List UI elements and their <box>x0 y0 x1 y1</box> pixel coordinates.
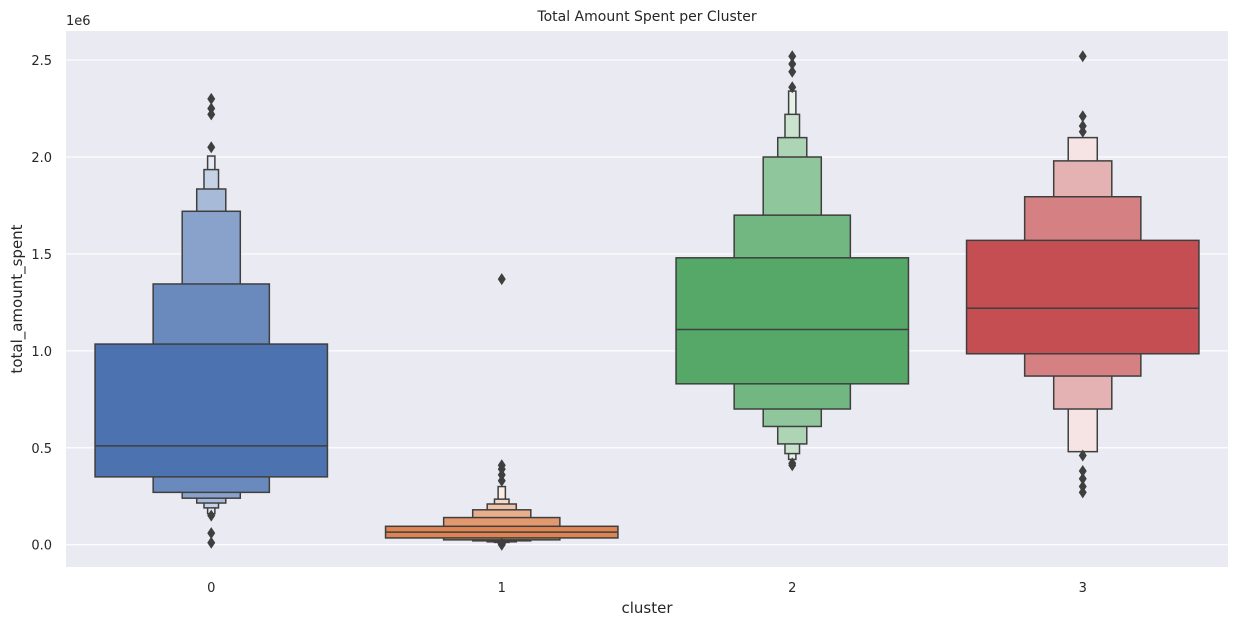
y-tick-label: 0.5 <box>31 442 52 457</box>
outlier-marker <box>1078 465 1087 478</box>
cluster-0-boxen <box>94 92 329 549</box>
cluster-2-boxen <box>675 50 910 472</box>
y-axis-label: total_amount_spent <box>8 224 27 373</box>
outlier-marker <box>207 536 216 549</box>
y-tick-label: 1.5 <box>31 248 52 263</box>
x-axis-label: cluster <box>621 599 673 617</box>
outlier-marker <box>1078 110 1087 123</box>
cluster-1-boxen <box>384 273 619 551</box>
outlier-marker <box>207 92 216 105</box>
cluster-3-boxen <box>965 50 1200 499</box>
outlier-marker <box>1078 449 1087 462</box>
axes: 0.0 0.5 1.0 1.5 2.0 2.5 0 1 2 3 <box>31 54 1087 596</box>
y-tick-label: 2.5 <box>31 54 52 69</box>
boxen-box <box>965 239 1200 355</box>
outlier-marker <box>788 50 797 63</box>
outlier-marker <box>207 527 216 540</box>
outlier-marker <box>1078 119 1087 132</box>
outlier-marker <box>207 102 216 115</box>
y-tick-label: 1.0 <box>31 345 52 360</box>
boxen-box <box>675 257 910 385</box>
outlier-marker <box>497 273 506 286</box>
outlier-marker <box>788 457 797 470</box>
boxen-box <box>94 343 329 478</box>
outlier-marker <box>788 57 797 70</box>
outlier-marker <box>207 141 216 154</box>
outlier-marker <box>207 509 216 522</box>
outlier-marker <box>1078 480 1087 493</box>
outlier-marker <box>497 459 506 472</box>
x-tick-label: 1 <box>498 581 506 596</box>
outlier-marker <box>1078 50 1087 63</box>
y-tick-label: 2.0 <box>31 151 52 166</box>
outlier-marker <box>788 65 797 78</box>
x-tick-label: 3 <box>1079 581 1087 596</box>
y-axis-offset-label: 1e6 <box>66 14 91 29</box>
x-tick-label: 2 <box>788 581 796 596</box>
boxen-groups <box>94 50 1200 551</box>
outlier-marker <box>497 537 506 550</box>
chart-title: Total Amount Spent per Cluster <box>536 9 756 25</box>
outlier-marker <box>788 81 797 94</box>
x-tick-label: 0 <box>207 581 215 596</box>
y-tick-label: 0.0 <box>31 539 52 554</box>
outlier-marker <box>1078 472 1087 485</box>
